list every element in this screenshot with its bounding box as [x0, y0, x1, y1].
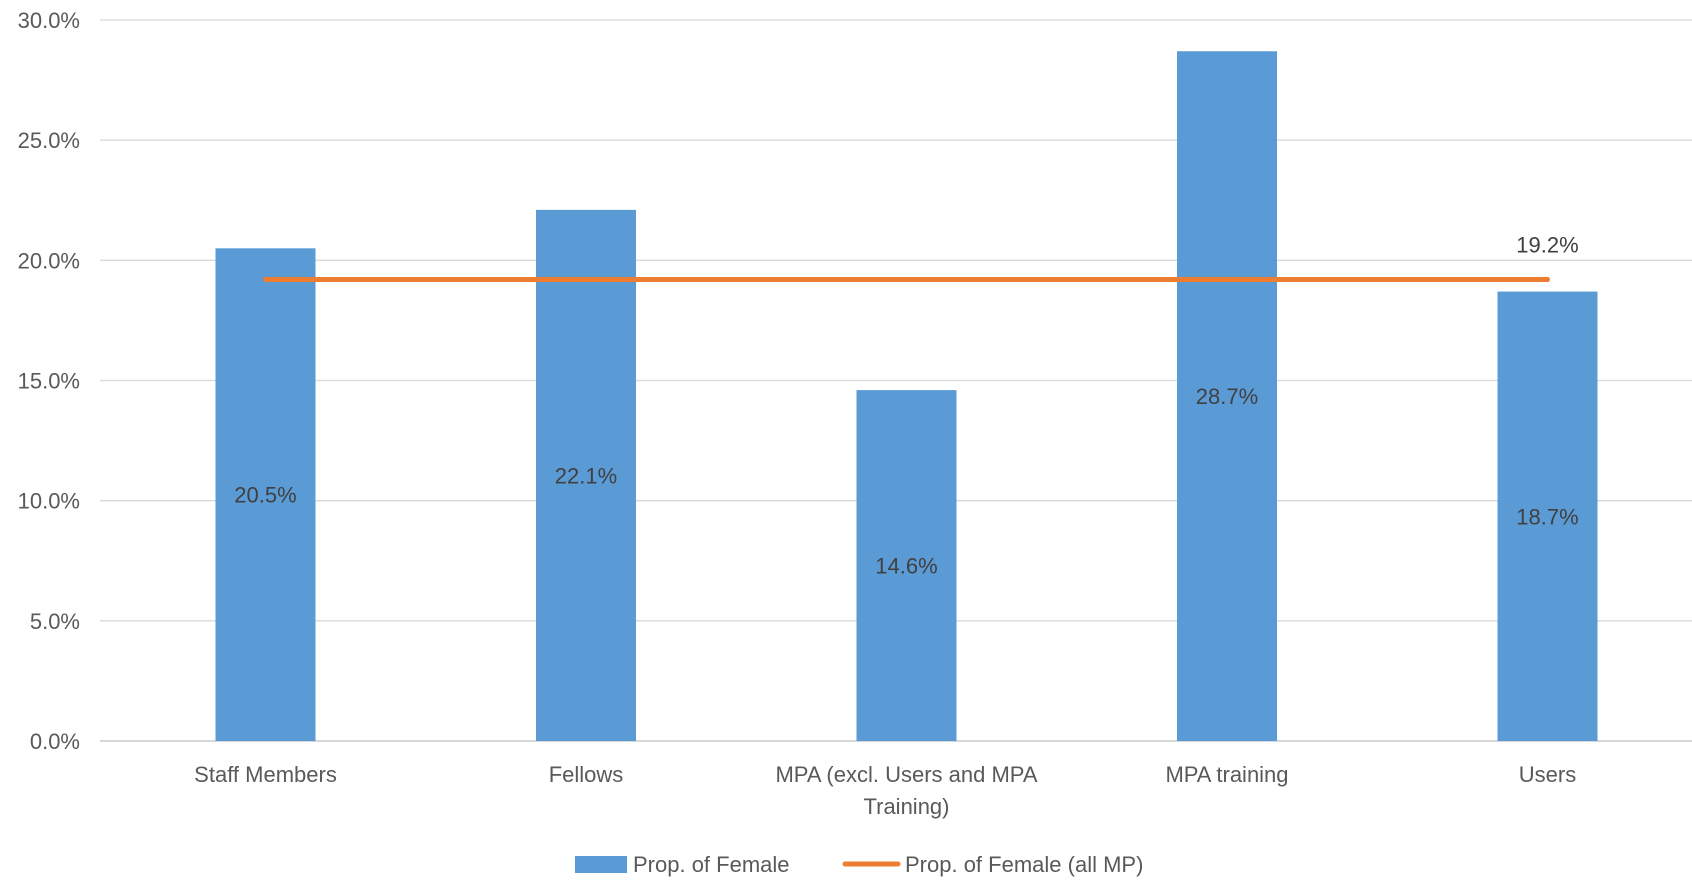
bar	[215, 248, 316, 742]
y-tick-label: 0.0%	[30, 729, 80, 754]
bar	[856, 390, 957, 741]
bar-data-label: 22.1%	[555, 463, 617, 488]
x-category-label: Fellows	[549, 762, 624, 787]
bar	[1497, 291, 1598, 741]
y-tick-label: 30.0%	[18, 8, 80, 33]
x-category-label: Users	[1519, 762, 1576, 787]
y-tick-label: 10.0%	[18, 489, 80, 514]
line-data-label: 19.2%	[1516, 233, 1578, 258]
x-category-label: Training)	[864, 794, 950, 819]
bar-data-label: 18.7%	[1516, 504, 1578, 529]
x-category-label: Staff Members	[194, 762, 337, 787]
bar-data-label: 20.5%	[234, 483, 296, 508]
y-tick-label: 15.0%	[18, 369, 80, 394]
y-tick-label: 25.0%	[18, 128, 80, 153]
legend-swatch-bar	[575, 856, 627, 873]
x-category-label: MPA (excl. Users and MPA	[775, 762, 1037, 787]
bar	[1177, 51, 1277, 741]
bar-data-label: 14.6%	[875, 554, 937, 579]
legend-label: Prop. of Female (all MP)	[905, 852, 1143, 877]
bar	[536, 209, 636, 741]
y-tick-label: 20.0%	[18, 248, 80, 273]
bar-data-label: 28.7%	[1196, 384, 1258, 409]
legend-label: Prop. of Female	[633, 852, 790, 877]
y-tick-label: 5.0%	[30, 609, 80, 634]
x-category-label: MPA training	[1165, 762, 1288, 787]
